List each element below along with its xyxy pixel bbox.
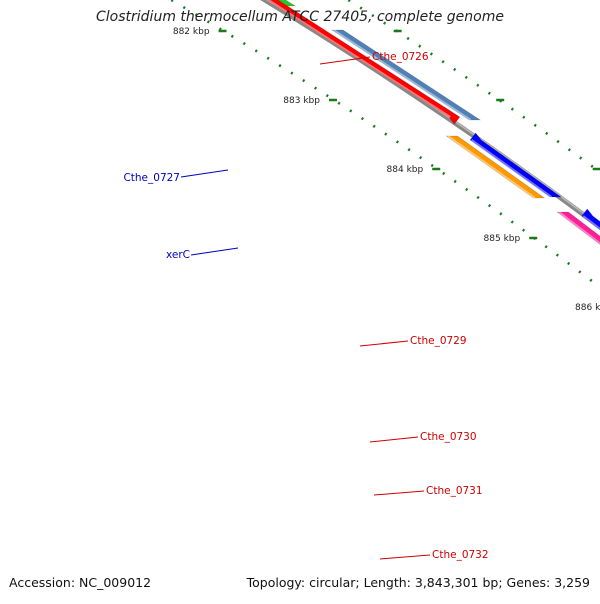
gene-label[interactable]: Cthe_0729 [410, 335, 467, 347]
gene-label[interactable]: Cthe_0726 [372, 51, 429, 63]
tick-label: 886 kbp [575, 303, 600, 313]
gene-leader-line [180, 169, 229, 178]
gene-block-orange-shine [447, 135, 536, 199]
gene-block-pink-shine [558, 211, 600, 245]
gc-content-track [170, 0, 600, 289]
gene-block-orange [445, 135, 546, 199]
gene-block-steelblue-shine [332, 29, 472, 121]
gene-block-blue [581, 208, 600, 231]
gene-block-blue-shine [582, 215, 600, 231]
gene-block-pink [556, 211, 600, 245]
gene-leader-line [359, 340, 409, 347]
gene-leader-line [369, 436, 419, 443]
tick-label: 885 kbp [484, 234, 521, 244]
gene-label[interactable]: Cthe_0732 [432, 549, 489, 561]
gene-label[interactable]: Cthe_0730 [420, 431, 477, 443]
gene-features [266, 0, 600, 245]
gene-block-blue [469, 132, 562, 198]
gene-label[interactable]: xerC [166, 249, 190, 261]
tick-label: 883 kbp [283, 96, 320, 106]
gene-block-red-shine [266, 0, 451, 118]
gene-block-red [266, 0, 461, 125]
genome-summary-text: Topology: circular; Length: 3,843,301 bp… [246, 575, 590, 590]
backbone-line [260, 0, 600, 231]
gene-label[interactable]: Cthe_0731 [426, 485, 483, 497]
gene-leader-line [319, 56, 371, 65]
map-title: Clostridium thermocellum ATCC 27405, com… [96, 9, 504, 25]
gene-block-steelblue [330, 29, 482, 121]
accession-text: Accession: NC_009012 [9, 575, 152, 590]
gc-dotted-track [347, 0, 600, 174]
gene-leader-line [379, 554, 431, 560]
gene-leader-line [190, 247, 239, 256]
gc-dotted-track [170, 0, 600, 289]
gene-labels: Cthe_0726 Cthe_0727 xerC Cthe_0729 Cthe_0730… [123, 51, 488, 561]
tick-label: 884 kbp [387, 165, 424, 175]
tick-label: 882 kbp [173, 27, 210, 37]
gene-block-blue-shine [471, 139, 553, 198]
gene-leader-line [373, 490, 425, 496]
gene-label[interactable]: Cthe_0727 [123, 172, 180, 184]
